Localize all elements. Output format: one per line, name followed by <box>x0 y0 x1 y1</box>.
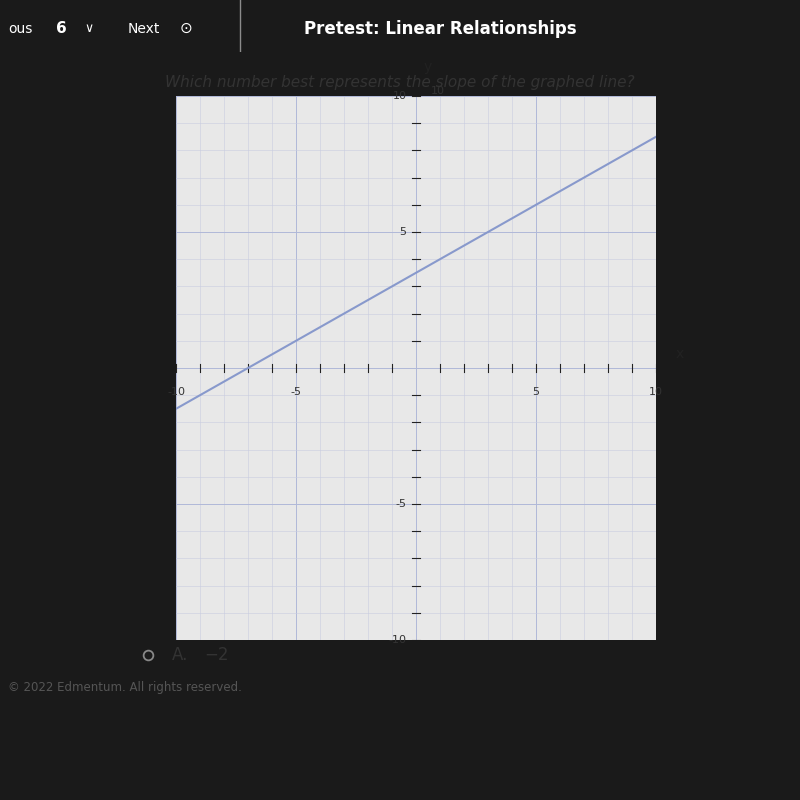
Text: ⊙: ⊙ <box>180 21 193 36</box>
Text: -5: -5 <box>290 387 302 397</box>
Text: Pretest: Linear Relationships: Pretest: Linear Relationships <box>304 19 577 38</box>
Text: -10: -10 <box>167 387 185 397</box>
Text: Which number best represents the slope of the graphed line?: Which number best represents the slope o… <box>165 75 635 90</box>
Text: ous: ous <box>8 22 32 35</box>
Text: −2: −2 <box>204 646 229 664</box>
Text: 10: 10 <box>392 91 406 101</box>
Text: 5: 5 <box>399 227 406 237</box>
Text: x: x <box>675 347 683 362</box>
Text: -10: -10 <box>389 635 406 645</box>
Text: y: y <box>424 60 432 74</box>
Text: 5: 5 <box>533 387 539 397</box>
Text: -5: -5 <box>395 499 406 509</box>
Text: A.: A. <box>172 646 188 664</box>
Text: © 2022 Edmentum. All rights reserved.: © 2022 Edmentum. All rights reserved. <box>8 682 242 694</box>
Text: Next: Next <box>128 22 160 35</box>
Text: ∨: ∨ <box>84 22 93 35</box>
Text: 6: 6 <box>56 21 66 36</box>
Text: 10: 10 <box>649 387 663 397</box>
Text: 10: 10 <box>430 86 445 95</box>
